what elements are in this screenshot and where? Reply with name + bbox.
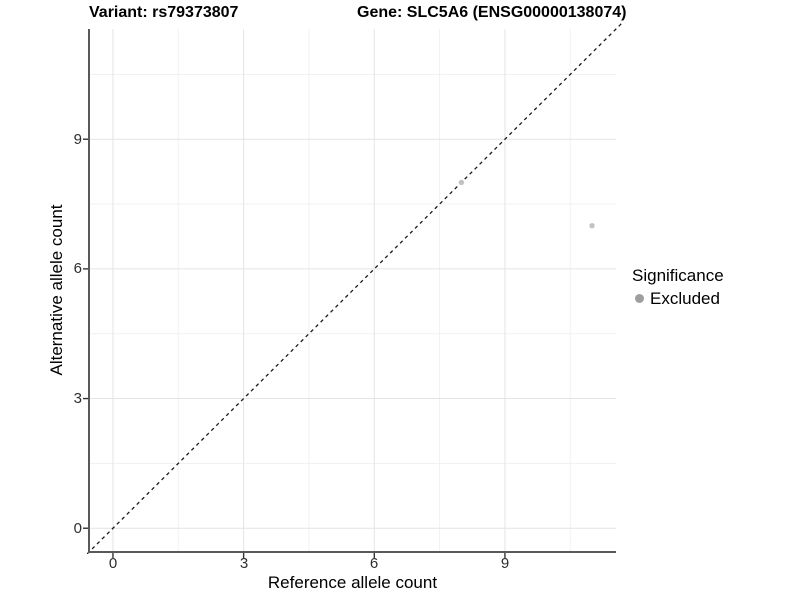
plot-title-variant: Variant: rs79373807 bbox=[89, 4, 239, 21]
plot-title-gene: Gene: SLC5A6 (ENSG00000138074) bbox=[357, 4, 627, 21]
data-point bbox=[458, 179, 465, 186]
legend-item-excluded: Excluded bbox=[630, 289, 724, 308]
x-tick-label-9: 9 bbox=[500, 555, 510, 572]
identity-line bbox=[87, 22, 622, 554]
legend-title: Significance bbox=[632, 266, 724, 285]
x-tick-label-3: 3 bbox=[239, 555, 249, 572]
y-axis-title: Alternative allele count bbox=[47, 204, 66, 376]
y-tick-label-3: 3 bbox=[73, 390, 82, 407]
x-axis-title: Reference allele count bbox=[267, 573, 438, 592]
y-tick-label-6: 6 bbox=[73, 260, 82, 277]
excluded-point-icon bbox=[635, 294, 644, 303]
data-point bbox=[589, 222, 595, 229]
x-tick-label-0: 0 bbox=[108, 555, 118, 572]
y-tick-label-0: 0 bbox=[73, 520, 82, 537]
legend-item-label: Excluded bbox=[650, 289, 720, 308]
legend: Significance Excluded bbox=[630, 266, 724, 308]
y-tick-label-9: 9 bbox=[73, 131, 82, 148]
x-tick-label-6: 6 bbox=[369, 555, 379, 572]
